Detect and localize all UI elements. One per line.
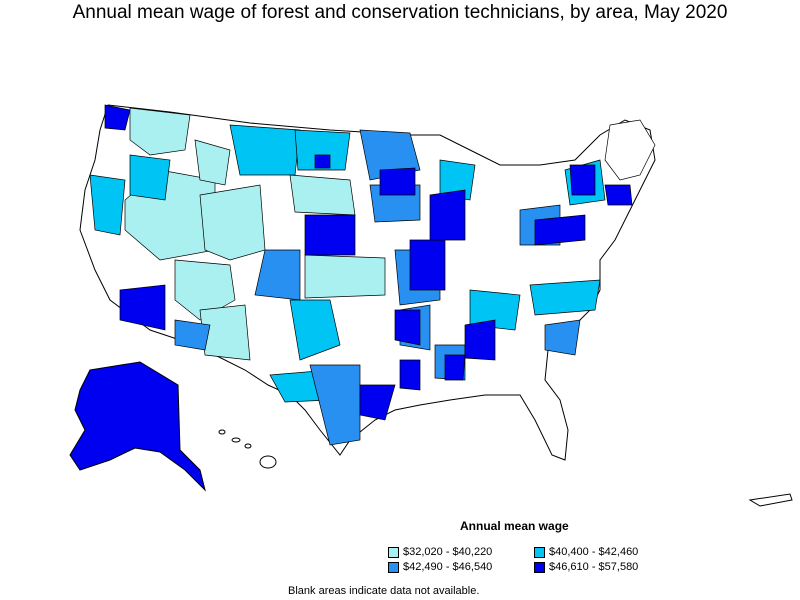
legend-swatch <box>388 546 399 558</box>
legend-swatch <box>534 546 545 558</box>
legend-item: $42,490 - $46,540 <box>388 561 492 573</box>
legend-item: $46,610 - $57,580 <box>534 561 638 573</box>
map-title: Annual mean wage of forest and conservat… <box>72 2 728 23</box>
puerto-rico-outline <box>748 493 793 507</box>
legend-swatch <box>388 561 399 573</box>
legend-label: $32,020 - $40,220 <box>403 546 493 558</box>
legend-title: Annual mean wage <box>460 519 569 533</box>
regions-category-1 <box>124 107 386 361</box>
legend-item: $40,400 - $42,460 <box>534 546 638 558</box>
legend-label: $40,400 - $42,460 <box>549 546 639 558</box>
alaska-outline <box>69 361 206 492</box>
legend-label: $46,610 - $57,580 <box>549 561 639 573</box>
legend-item: $32,020 - $40,220 <box>388 546 492 558</box>
northeast-outline <box>604 119 656 181</box>
legend-swatch <box>534 561 545 573</box>
regions-category-4 <box>104 104 633 421</box>
hawaii-islands <box>218 429 277 469</box>
legend-label: $42,490 - $46,540 <box>403 561 493 573</box>
footnote: Blank areas indicate data not available. <box>288 585 480 597</box>
